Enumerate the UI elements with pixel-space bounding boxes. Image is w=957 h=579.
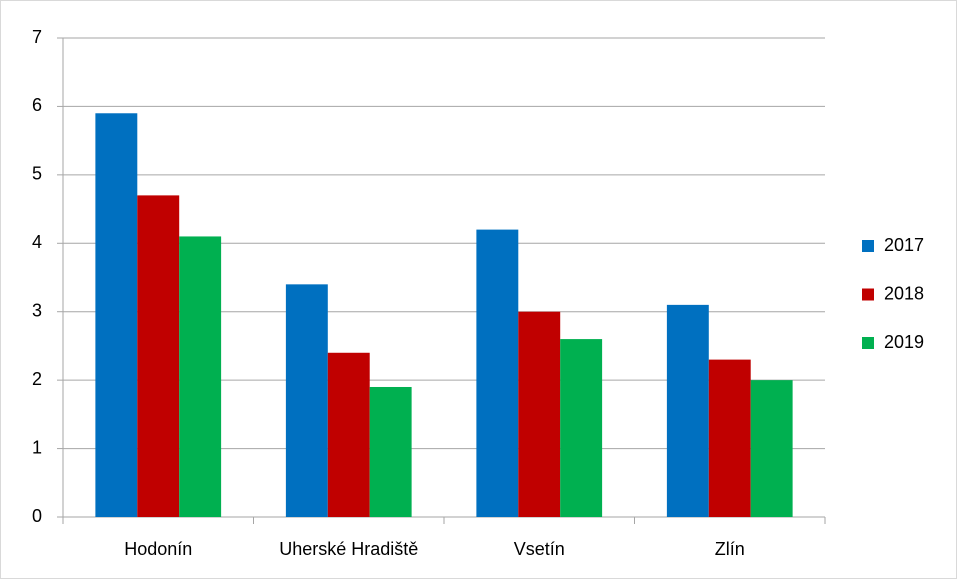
y-tick-label: 5 bbox=[32, 164, 42, 184]
legend-swatch bbox=[862, 240, 874, 252]
bar bbox=[666, 304, 709, 517]
y-tick-label: 3 bbox=[32, 300, 42, 320]
bar bbox=[708, 359, 751, 517]
x-tick-label: Hodonín bbox=[124, 539, 192, 559]
x-tick-label: Vsetín bbox=[514, 539, 565, 559]
legend-swatch bbox=[862, 337, 874, 349]
y-tick-label: 6 bbox=[32, 95, 42, 115]
legend-label: 2019 bbox=[884, 332, 924, 352]
x-tick-label: Uherské Hradiště bbox=[279, 539, 418, 559]
x-tick-label: Zlín bbox=[715, 539, 745, 559]
y-tick-label: 4 bbox=[32, 232, 42, 252]
bar bbox=[179, 236, 222, 517]
bar bbox=[518, 311, 561, 517]
y-tick-label: 1 bbox=[32, 437, 42, 457]
bar bbox=[560, 339, 603, 517]
bar bbox=[476, 229, 519, 517]
legend-swatch bbox=[862, 288, 874, 301]
y-tick-label: 7 bbox=[32, 27, 42, 47]
bar bbox=[137, 195, 180, 517]
bar bbox=[285, 284, 328, 517]
y-tick-label: 2 bbox=[32, 369, 42, 389]
bar bbox=[95, 113, 138, 518]
legend-label: 2018 bbox=[884, 283, 924, 303]
bar bbox=[750, 380, 793, 517]
y-tick-label: 0 bbox=[32, 506, 42, 526]
bar bbox=[369, 386, 412, 517]
bar bbox=[327, 352, 370, 517]
legend-label: 2017 bbox=[884, 235, 924, 255]
